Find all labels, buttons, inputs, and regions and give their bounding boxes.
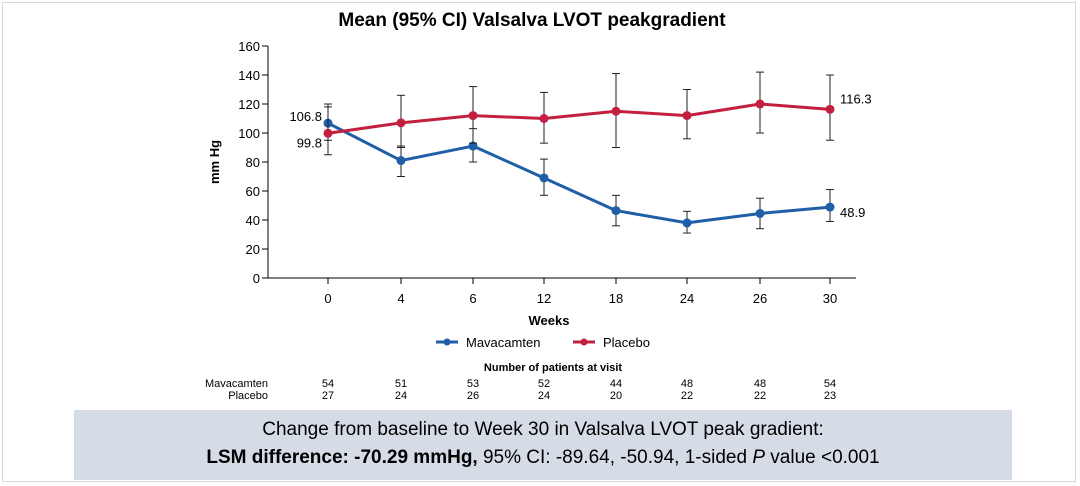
patients-count: 48 xyxy=(681,378,693,390)
patients-count: 20 xyxy=(610,390,622,402)
patients-count: 48 xyxy=(754,378,766,390)
patients-count: 22 xyxy=(754,390,766,402)
summary-line1: Change from baseline to Week 30 in Valsa… xyxy=(262,419,824,440)
data-point xyxy=(539,173,549,183)
patients-count: 26 xyxy=(467,390,479,402)
series-line xyxy=(327,121,831,225)
patients-row-mavacamten: Mavacamten 54 51 53 52 44 48 48 54 xyxy=(205,378,836,390)
data-label: 48.9 xyxy=(840,205,865,220)
summary-line2: LSM difference: -70.29 mmHg, 95% CI: -89… xyxy=(74,446,1012,470)
x-tick-label: 0 xyxy=(324,291,331,306)
data-point xyxy=(323,128,333,138)
data-point xyxy=(539,114,549,123)
patients-count: 22 xyxy=(681,390,693,402)
y-tick-label: 100 xyxy=(238,126,260,141)
y-tick-label: 60 xyxy=(246,184,260,199)
y-tick-label: 140 xyxy=(238,68,260,83)
p-value-text: value <0.001 xyxy=(765,447,880,468)
summary-box: Change from baseline to Week 30 in Valsa… xyxy=(74,410,1012,480)
y-tick-label: 40 xyxy=(246,213,260,228)
x-axis-title: Weeks xyxy=(529,313,570,328)
series-layer xyxy=(323,71,835,234)
p-label: P xyxy=(752,447,765,468)
patients-count: 27 xyxy=(322,390,334,402)
series-line xyxy=(327,102,831,135)
data-labels: 106.8 99.8 116.3 48.9 xyxy=(289,91,871,220)
y-tick-label: 120 xyxy=(238,97,260,112)
x-tick-label: 6 xyxy=(469,291,476,306)
x-tick-label: 26 xyxy=(753,291,767,306)
data-label: 99.8 xyxy=(297,135,322,150)
patients-count: 52 xyxy=(538,378,550,390)
data-point xyxy=(611,206,621,216)
ci-text: 95% CI: -89.64, -50.94, 1-sided xyxy=(477,447,753,468)
data-point xyxy=(682,111,692,121)
patients-row-label: Placebo xyxy=(228,390,268,402)
x-tick-label: 24 xyxy=(680,291,694,306)
y-axis-title: mm Hg xyxy=(207,140,222,184)
y-tick-label: 20 xyxy=(246,242,260,257)
chart-title: Mean (95% CI) Valsalva LVOT peakgradient xyxy=(338,10,726,31)
data-label: 106.8 xyxy=(289,109,322,124)
legend-label: Placebo xyxy=(603,335,650,350)
y-tick-label: 160 xyxy=(238,39,260,54)
data-label: 116.3 xyxy=(840,91,872,106)
x-tick-label: 30 xyxy=(823,291,837,306)
x-tick-label: 4 xyxy=(397,291,404,306)
patients-table-title: Number of patients at visit xyxy=(484,362,622,374)
patients-count: 23 xyxy=(824,390,836,402)
patients-count: 44 xyxy=(610,378,622,390)
x-tick-label: 18 xyxy=(609,291,623,306)
data-point xyxy=(825,202,835,212)
series-placebo xyxy=(323,71,835,156)
patients-row-label: Mavacamten xyxy=(205,378,268,390)
chart: Mean (95% CI) Valsalva LVOT peakgradient… xyxy=(205,10,872,402)
patients-count: 54 xyxy=(322,378,334,390)
y-tick-label: 80 xyxy=(246,155,260,170)
data-point xyxy=(682,218,692,228)
legend-item-mavacamten: Mavacamten xyxy=(436,335,540,350)
patients-count: 24 xyxy=(538,390,550,402)
legend: Mavacamten Placebo xyxy=(436,335,650,350)
data-point xyxy=(396,118,406,128)
data-point xyxy=(468,141,478,151)
data-point xyxy=(396,156,406,166)
patients-count: 24 xyxy=(395,390,407,402)
data-point xyxy=(755,99,765,109)
legend-item-placebo: Placebo xyxy=(573,335,650,350)
x-tick-label: 12 xyxy=(537,291,551,306)
patients-row-placebo: Placebo 27 24 26 24 20 22 22 23 xyxy=(228,390,836,402)
lsm-difference: LSM difference: -70.29 mmHg, xyxy=(206,447,478,468)
legend-label: Mavacamten xyxy=(466,335,540,350)
patients-count: 54 xyxy=(824,378,836,390)
y-tick-label: 0 xyxy=(253,271,260,286)
data-point xyxy=(755,208,765,218)
legend-swatch-marker xyxy=(580,338,588,346)
legend-swatch-marker xyxy=(443,338,451,346)
data-point xyxy=(611,106,621,116)
patients-count: 53 xyxy=(467,378,479,390)
patients-table: Mavacamten 54 51 53 52 44 48 48 54 Placebo 27 24 26 2… xyxy=(205,378,836,402)
data-point xyxy=(825,104,835,114)
axes: 0 20 40 60 80 100 120 140 160 0 4 6 12 18 24 26 30 xyxy=(238,39,856,306)
patients-count: 51 xyxy=(395,378,407,390)
data-point xyxy=(468,111,478,121)
